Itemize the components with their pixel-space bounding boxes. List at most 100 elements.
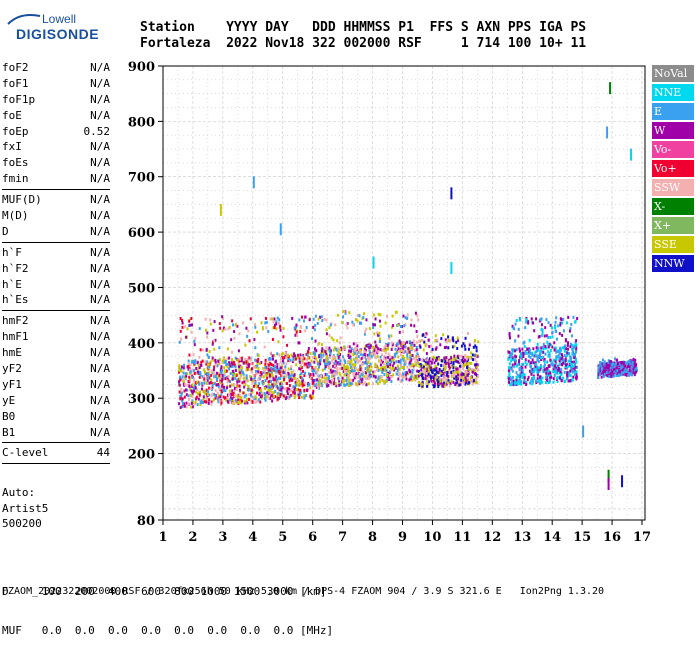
trace-point — [249, 368, 252, 372]
trace-point — [445, 356, 448, 360]
param-name: yF1 — [2, 377, 22, 391]
trace-point — [452, 380, 455, 384]
trace-point — [314, 323, 317, 327]
trace-point — [257, 353, 260, 357]
trace-point — [597, 375, 600, 379]
trace-point — [345, 373, 348, 377]
trace-point — [263, 391, 266, 395]
trace-point — [438, 370, 441, 374]
trace-point — [338, 371, 341, 375]
trace-point — [333, 346, 336, 350]
trace-point — [286, 387, 289, 391]
trace-point — [246, 368, 249, 372]
trace-cluster — [417, 331, 480, 389]
trace-point — [533, 369, 536, 373]
trace-point — [270, 385, 273, 389]
trace-point — [182, 366, 185, 370]
trace-point — [539, 318, 542, 322]
trace-point — [303, 364, 306, 368]
trace-point — [187, 363, 190, 367]
trace-point — [374, 375, 377, 379]
trace-point — [374, 340, 377, 344]
trace-point — [343, 367, 346, 371]
trace-point — [430, 349, 433, 353]
param-value: N/A — [90, 156, 110, 170]
trace-point — [418, 358, 421, 362]
trace-point — [443, 370, 446, 374]
trace-point — [567, 371, 570, 375]
trace-point — [571, 352, 574, 356]
trace-point — [380, 367, 383, 371]
trace-point — [210, 369, 213, 373]
trace-point — [625, 367, 628, 371]
trace-point — [199, 370, 202, 374]
trace-point — [625, 370, 628, 374]
trace-point — [250, 399, 253, 403]
trace-point — [455, 367, 458, 371]
trace-cluster — [597, 357, 638, 380]
trace-point — [558, 356, 561, 360]
trace-point — [194, 402, 197, 406]
param-row: fxI N/A — [2, 139, 110, 155]
param-name: h`F2 — [2, 261, 29, 275]
trace-point — [454, 356, 457, 360]
trace-point — [613, 357, 616, 361]
trace-point — [343, 365, 346, 369]
trace-point — [527, 375, 530, 379]
trace-point — [290, 353, 293, 357]
trace-point — [368, 343, 371, 347]
trace-point — [388, 354, 391, 358]
trace-point — [327, 360, 330, 364]
trace-point — [203, 381, 206, 385]
trace-point — [365, 344, 368, 348]
trace-point — [538, 334, 541, 338]
trace-point — [342, 345, 345, 349]
trace-point — [373, 349, 376, 353]
trace-point — [567, 379, 570, 383]
trace-point — [194, 382, 197, 386]
trace-point — [511, 380, 514, 384]
trace-point — [355, 347, 358, 351]
trace-point — [468, 361, 471, 365]
trace-point — [367, 360, 370, 364]
trace-point — [378, 333, 381, 337]
trace-point — [445, 345, 448, 349]
trace-point — [377, 347, 380, 351]
trace-point — [314, 314, 317, 318]
trace-point — [519, 366, 522, 370]
trace-point — [550, 362, 553, 366]
trace-point — [514, 339, 517, 343]
trace-point — [213, 381, 216, 385]
trace-point — [188, 324, 191, 328]
trace-point — [180, 367, 183, 371]
trace-point — [356, 359, 359, 363]
trace-point — [332, 380, 335, 384]
trace-point — [443, 365, 446, 369]
trace-point — [522, 374, 525, 378]
param-row: yE N/A — [2, 393, 110, 409]
trace-point — [260, 389, 263, 393]
trace-point — [276, 380, 279, 384]
trace-point — [373, 352, 376, 356]
trace-point — [514, 354, 517, 358]
trace-point — [307, 381, 310, 385]
echo-point — [450, 187, 453, 200]
trace-point — [539, 364, 542, 368]
trace-point — [571, 343, 574, 347]
trace-point — [230, 383, 233, 387]
trace-point — [454, 382, 457, 386]
trace-point — [399, 358, 402, 362]
trace-point — [209, 381, 212, 385]
trace-point — [205, 400, 208, 404]
x-tick-label: 1 — [158, 530, 167, 545]
trace-point — [352, 378, 355, 382]
x-tick-labels: 1 2 3 4 5 6 7 8 9 10 11 12 13 14 15 16 17 — [158, 520, 651, 545]
trace-point — [352, 373, 355, 377]
trace-point — [465, 357, 468, 361]
trace-point — [536, 377, 539, 381]
y-tick-label: 400 — [128, 337, 155, 352]
trace-point — [363, 375, 366, 379]
trace-point — [389, 370, 392, 374]
trace-point — [607, 366, 610, 370]
